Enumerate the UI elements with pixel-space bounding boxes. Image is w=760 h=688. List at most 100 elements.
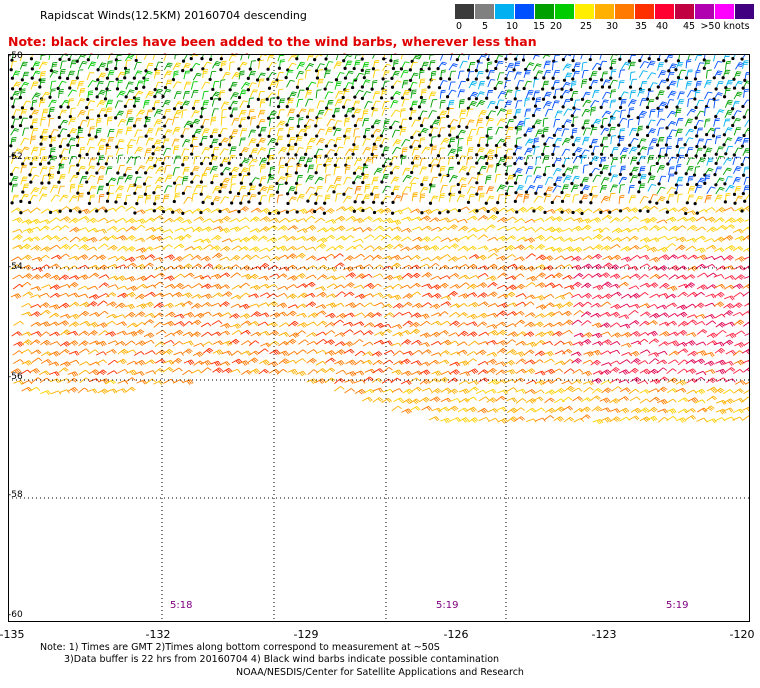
wind-barb bbox=[401, 216, 412, 222]
wind-barb bbox=[117, 348, 129, 355]
wind-barb bbox=[241, 273, 252, 280]
wind-barb bbox=[668, 265, 680, 271]
wind-barb bbox=[116, 358, 127, 365]
wind-barb bbox=[47, 155, 57, 165]
wind-barb bbox=[391, 129, 400, 138]
wind-barb bbox=[674, 164, 682, 175]
wind-barb bbox=[239, 100, 248, 109]
wind-barb bbox=[711, 127, 721, 138]
wind-barb bbox=[287, 275, 298, 281]
wind-barb bbox=[448, 340, 459, 346]
wind-barb bbox=[275, 176, 286, 186]
wind-barb bbox=[694, 291, 705, 298]
wind-barb bbox=[590, 349, 602, 356]
wind-barb bbox=[106, 313, 118, 319]
wind-barb bbox=[153, 69, 161, 79]
wind-barb bbox=[126, 262, 137, 268]
wind-barb bbox=[485, 126, 493, 138]
wind-barb bbox=[440, 301, 452, 307]
wind-barb bbox=[714, 313, 726, 319]
wind-barb bbox=[591, 62, 602, 71]
wind-barb bbox=[477, 136, 485, 148]
wind-barb bbox=[266, 185, 275, 194]
wind-barb bbox=[478, 109, 487, 118]
wind-barb bbox=[96, 359, 107, 365]
wind-barb bbox=[524, 97, 530, 107]
wind-barb bbox=[457, 245, 469, 251]
wind-barb bbox=[305, 255, 317, 261]
wind-barb bbox=[296, 349, 307, 355]
wind-barb bbox=[514, 137, 522, 148]
wind-barb bbox=[296, 98, 304, 108]
wind-barb bbox=[580, 54, 588, 60]
wind-barb bbox=[95, 351, 107, 356]
wind-barb bbox=[10, 90, 20, 100]
wind-barb bbox=[142, 176, 153, 186]
wind-barb bbox=[202, 90, 209, 100]
wind-barb bbox=[466, 292, 478, 298]
color-scale-swatch bbox=[595, 4, 615, 19]
wind-barb bbox=[714, 155, 724, 166]
wind-barb bbox=[345, 148, 355, 156]
wind-barb bbox=[172, 379, 184, 384]
wind-barb bbox=[599, 184, 608, 194]
wind-barb bbox=[335, 54, 339, 61]
wind-barb bbox=[78, 244, 89, 250]
wind-barb bbox=[59, 148, 69, 158]
wind-barb bbox=[619, 147, 629, 155]
wind-barb bbox=[116, 90, 126, 98]
wind-barb bbox=[258, 126, 267, 137]
wind-barb bbox=[676, 147, 685, 157]
wind-barb bbox=[239, 147, 250, 157]
wind-barb bbox=[487, 214, 498, 221]
wind-barb bbox=[163, 165, 171, 174]
wind-barb bbox=[314, 185, 323, 196]
wind-barb bbox=[658, 321, 670, 327]
wind-barb bbox=[333, 166, 341, 176]
wind-barb bbox=[505, 109, 513, 119]
wind-barb bbox=[582, 164, 589, 174]
wind-barb bbox=[136, 283, 147, 290]
wind-barb bbox=[703, 79, 712, 89]
wind-barb bbox=[666, 110, 677, 119]
wind-barb bbox=[431, 388, 442, 394]
wind-barb bbox=[201, 283, 212, 290]
wind-barb bbox=[686, 319, 697, 326]
wind-barb bbox=[648, 338, 660, 345]
wind-barb bbox=[723, 207, 735, 212]
wind-barb bbox=[571, 136, 582, 147]
wind-barb bbox=[419, 61, 429, 72]
wind-barb bbox=[458, 99, 465, 109]
wind-barb bbox=[135, 264, 146, 270]
wind-barb bbox=[362, 138, 371, 147]
wind-barb bbox=[694, 358, 706, 365]
wind-barb bbox=[11, 98, 20, 109]
wind-barb bbox=[193, 216, 205, 222]
wind-barb bbox=[552, 137, 563, 147]
wind-barb bbox=[210, 116, 217, 126]
wind-barb bbox=[12, 217, 24, 223]
wind-barb bbox=[314, 164, 323, 175]
wind-barb bbox=[592, 234, 604, 240]
wind-barb bbox=[477, 312, 488, 319]
wind-barb bbox=[466, 136, 473, 146]
wind-barb bbox=[734, 136, 743, 145]
wind-barb bbox=[657, 408, 668, 414]
wind-barb bbox=[610, 135, 617, 145]
wind-barb bbox=[201, 226, 213, 232]
wind-barb bbox=[352, 136, 361, 147]
wind-barb bbox=[372, 368, 384, 374]
wind-barb bbox=[230, 174, 237, 184]
wind-barb bbox=[438, 264, 450, 271]
wind-barb bbox=[58, 88, 64, 99]
wind-barb bbox=[551, 80, 560, 90]
wind-barb bbox=[190, 89, 199, 99]
wind-barb bbox=[266, 54, 275, 62]
wind-barb bbox=[457, 137, 464, 147]
wind-barb bbox=[694, 388, 706, 395]
wind-barb bbox=[458, 263, 470, 269]
wind-barb bbox=[210, 245, 221, 251]
wind-barb bbox=[114, 110, 125, 120]
wind-barb bbox=[163, 302, 175, 309]
wind-barb bbox=[477, 234, 488, 240]
